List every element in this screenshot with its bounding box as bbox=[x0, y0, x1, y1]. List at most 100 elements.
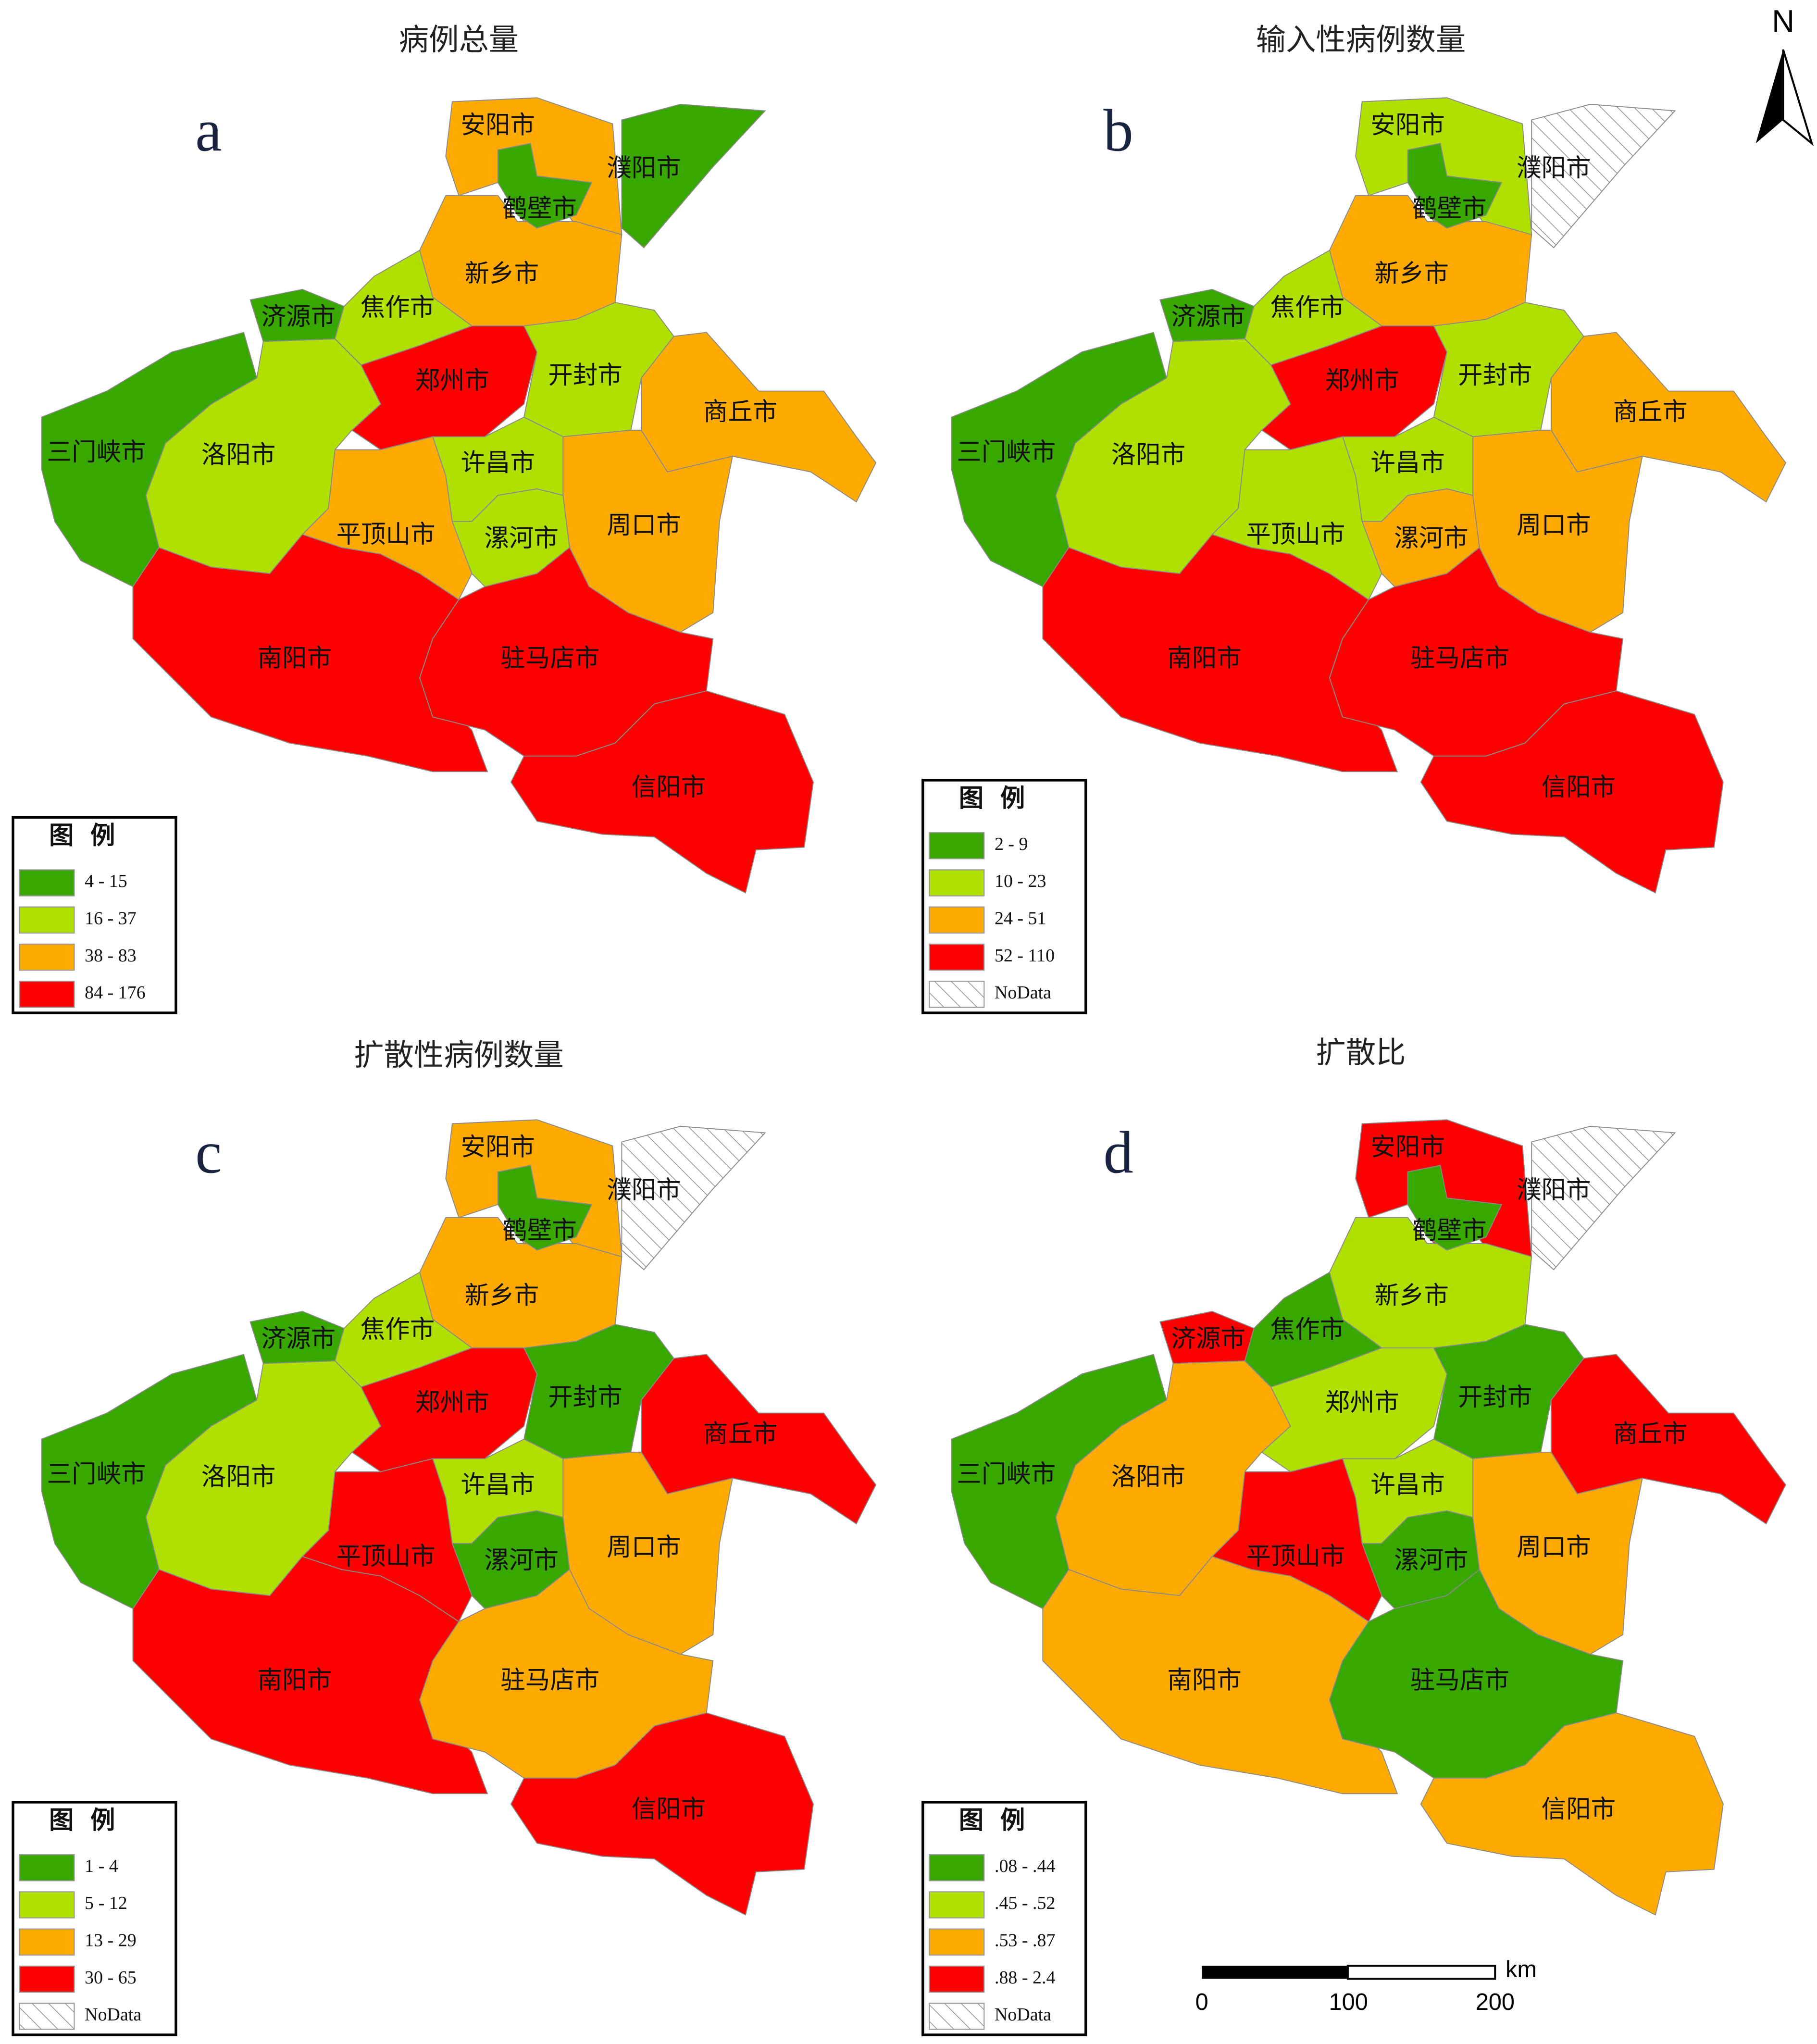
region-label: 安阳市 bbox=[461, 112, 535, 139]
legend-box bbox=[12, 1801, 177, 2036]
legend: 图 例 4 - 15 16 - 37 38 - 83 84 - 176 bbox=[12, 816, 177, 1014]
legend-swatch bbox=[929, 943, 985, 971]
legend-swatch bbox=[19, 1928, 75, 1956]
region-label: 新乡市 bbox=[465, 261, 539, 288]
legend-swatch bbox=[929, 1854, 985, 1882]
region-label: 鹤壁市 bbox=[1412, 1217, 1487, 1245]
legend-label: 84 - 176 bbox=[85, 983, 146, 1003]
region-label: 许昌市 bbox=[461, 449, 535, 477]
panel-letter: a bbox=[195, 97, 222, 163]
region-label: 南阳市 bbox=[1167, 1667, 1242, 1695]
panel-letter: c bbox=[195, 1119, 222, 1185]
legend-label: NoData bbox=[85, 2005, 141, 2025]
legend-swatch bbox=[929, 869, 985, 897]
legend-swatch bbox=[929, 1891, 985, 1919]
region-label: 商丘市 bbox=[1613, 399, 1688, 426]
legend-label: .45 - .52 bbox=[995, 1893, 1056, 1913]
legend-label: 10 - 23 bbox=[995, 871, 1046, 891]
region-label: 焦作市 bbox=[1270, 1316, 1345, 1344]
region-label: 三门峡市 bbox=[957, 439, 1056, 466]
region-label: 驻马店市 bbox=[500, 645, 599, 673]
region-label: 郑州市 bbox=[415, 1389, 490, 1417]
legend-swatch bbox=[929, 981, 985, 1008]
legend-label: 5 - 12 bbox=[85, 1893, 127, 1913]
region-label: 平顶山市 bbox=[336, 521, 436, 548]
legend-label: NoData bbox=[995, 983, 1051, 1003]
legend-label: 52 - 110 bbox=[995, 946, 1055, 966]
legend-label: 4 - 15 bbox=[85, 871, 127, 891]
map-title: 病例总量 bbox=[399, 24, 519, 57]
region-label: 濮阳市 bbox=[607, 1177, 681, 1204]
legend: 图 例 .08 - .44 .45 - .52 .53 - .87 .88 - 2.4 N… bbox=[921, 1801, 1087, 2036]
region-label: 商丘市 bbox=[703, 399, 778, 426]
legend-box bbox=[921, 1801, 1087, 2036]
region-label: 郑州市 bbox=[415, 367, 490, 395]
region-label: 济源市 bbox=[1171, 303, 1245, 331]
legend-label: 1 - 4 bbox=[85, 1856, 118, 1876]
legend-swatch bbox=[19, 1854, 75, 1882]
region-label: 鹤壁市 bbox=[502, 1217, 577, 1245]
legend-title: 图 例 bbox=[49, 1807, 120, 1834]
region-label: 济源市 bbox=[261, 1325, 336, 1353]
region bbox=[1531, 1125, 1676, 1271]
legend-label: .53 - .87 bbox=[995, 1931, 1056, 1951]
region-label: 信阳市 bbox=[632, 774, 706, 801]
scale-bar bbox=[1202, 1965, 1496, 1980]
scale-label: 100 bbox=[1329, 1989, 1368, 2015]
legend-label: 24 - 51 bbox=[995, 909, 1046, 929]
legend-label: 13 - 29 bbox=[85, 1931, 137, 1951]
region-label: 郑州市 bbox=[1325, 367, 1399, 395]
region-label: 驻马店市 bbox=[500, 1667, 599, 1695]
region bbox=[510, 1712, 814, 1916]
region-label: 开封市 bbox=[548, 362, 622, 389]
panel-letter: d bbox=[1103, 1119, 1133, 1185]
legend-swatch bbox=[19, 869, 75, 897]
region-label: 南阳市 bbox=[1167, 645, 1242, 673]
legend-swatch bbox=[19, 943, 75, 971]
scale-label: 200 bbox=[1476, 1989, 1515, 2015]
region bbox=[1407, 143, 1503, 229]
region-label: 洛阳市 bbox=[1111, 442, 1186, 469]
legend-swatch bbox=[929, 1928, 985, 1956]
region-label: 洛阳市 bbox=[201, 442, 276, 469]
region-label: 郑州市 bbox=[1325, 1389, 1399, 1417]
legend-swatch bbox=[929, 906, 985, 934]
region-label: 商丘市 bbox=[703, 1421, 778, 1448]
region-label: 许昌市 bbox=[461, 1471, 535, 1499]
region-label: 开封市 bbox=[1458, 362, 1532, 389]
legend: 图 例 2 - 9 10 - 23 24 - 51 52 - 110 NoData bbox=[921, 779, 1087, 1014]
region-label: 洛阳市 bbox=[1111, 1464, 1186, 1491]
region-label: 漯河市 bbox=[484, 1547, 559, 1574]
region-label: 商丘市 bbox=[1613, 1421, 1688, 1448]
legend-label: NoData bbox=[995, 2005, 1051, 2025]
region-label: 安阳市 bbox=[461, 1134, 535, 1161]
region-label: 三门峡市 bbox=[47, 1461, 146, 1488]
region-label: 许昌市 bbox=[1370, 449, 1445, 477]
legend-swatch bbox=[19, 1965, 75, 1993]
region-label: 濮阳市 bbox=[1517, 1177, 1591, 1204]
legend-swatch bbox=[19, 2003, 75, 2030]
region-label: 平顶山市 bbox=[1246, 521, 1345, 548]
region-label: 平顶山市 bbox=[336, 1543, 436, 1570]
legend: 图 例 1 - 4 5 - 12 13 - 29 30 - 65 NoData bbox=[12, 1801, 177, 2036]
region-label: 信阳市 bbox=[632, 1796, 706, 1823]
legend-swatch bbox=[19, 906, 75, 934]
region-label: 漯河市 bbox=[1394, 1547, 1469, 1574]
region bbox=[1420, 690, 1724, 894]
legend-label: .08 - .44 bbox=[995, 1856, 1056, 1876]
region-label: 濮阳市 bbox=[1517, 155, 1591, 182]
region-label: 南阳市 bbox=[257, 645, 332, 673]
legend-swatch bbox=[19, 1891, 75, 1919]
region bbox=[621, 1125, 766, 1271]
north-label: N bbox=[1772, 3, 1794, 38]
region-label: 濮阳市 bbox=[607, 155, 681, 182]
region bbox=[510, 690, 814, 894]
north-arrow bbox=[1755, 49, 1814, 147]
legend-title: 图 例 bbox=[959, 785, 1030, 812]
region-label: 开封市 bbox=[1458, 1384, 1532, 1411]
